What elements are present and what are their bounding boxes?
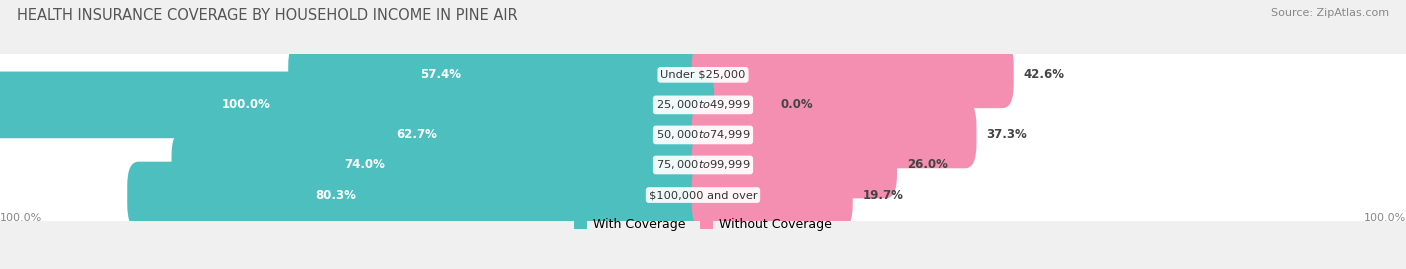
Text: 80.3%: 80.3% <box>315 189 357 201</box>
FancyBboxPatch shape <box>128 162 714 228</box>
Text: 100.0%: 100.0% <box>0 214 42 224</box>
Text: 62.7%: 62.7% <box>396 128 437 141</box>
Text: Source: ZipAtlas.com: Source: ZipAtlas.com <box>1271 8 1389 18</box>
FancyBboxPatch shape <box>692 132 897 198</box>
Text: 42.6%: 42.6% <box>1024 68 1064 81</box>
Legend: With Coverage, Without Coverage: With Coverage, Without Coverage <box>569 213 837 236</box>
FancyBboxPatch shape <box>0 98 1406 172</box>
FancyBboxPatch shape <box>692 162 853 228</box>
Text: $75,000 to $99,999: $75,000 to $99,999 <box>655 158 751 171</box>
Text: Under $25,000: Under $25,000 <box>661 70 745 80</box>
FancyBboxPatch shape <box>0 38 1406 112</box>
Text: $50,000 to $74,999: $50,000 to $74,999 <box>655 128 751 141</box>
FancyBboxPatch shape <box>0 72 714 138</box>
Text: 0.0%: 0.0% <box>780 98 813 111</box>
FancyBboxPatch shape <box>0 158 1406 232</box>
Text: 57.4%: 57.4% <box>420 68 461 81</box>
FancyBboxPatch shape <box>0 128 1406 202</box>
Text: 100.0%: 100.0% <box>222 98 270 111</box>
Text: 37.3%: 37.3% <box>987 128 1026 141</box>
Text: $100,000 and over: $100,000 and over <box>648 190 758 200</box>
Text: HEALTH INSURANCE COVERAGE BY HOUSEHOLD INCOME IN PINE AIR: HEALTH INSURANCE COVERAGE BY HOUSEHOLD I… <box>17 8 517 23</box>
FancyBboxPatch shape <box>0 68 1406 142</box>
FancyBboxPatch shape <box>692 41 1014 108</box>
Text: 74.0%: 74.0% <box>344 158 385 171</box>
Text: 19.7%: 19.7% <box>863 189 904 201</box>
FancyBboxPatch shape <box>250 102 714 168</box>
FancyBboxPatch shape <box>288 41 714 108</box>
Text: 26.0%: 26.0% <box>907 158 948 171</box>
FancyBboxPatch shape <box>692 102 977 168</box>
FancyBboxPatch shape <box>172 132 714 198</box>
Text: $25,000 to $49,999: $25,000 to $49,999 <box>655 98 751 111</box>
Text: 100.0%: 100.0% <box>1364 214 1406 224</box>
